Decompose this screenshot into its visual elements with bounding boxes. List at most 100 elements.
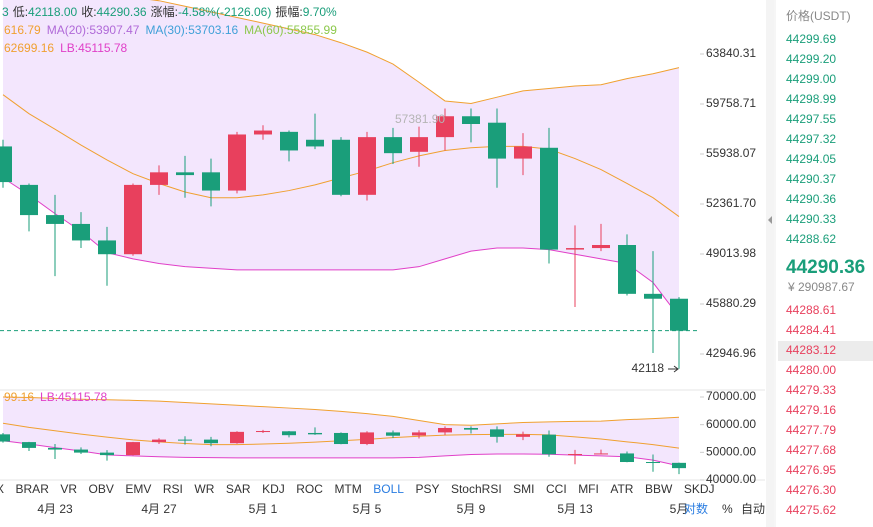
- candle-body: [384, 137, 402, 154]
- indicator-tab[interactable]: MTM: [334, 482, 361, 496]
- indicator-tab[interactable]: VR: [60, 482, 77, 496]
- scrollbar[interactable]: [766, 0, 774, 527]
- bid-price[interactable]: 44283.12: [786, 343, 836, 357]
- indicator-tab[interactable]: PSY: [415, 482, 439, 496]
- legend-item: 62699.16: [4, 41, 54, 55]
- low-arrow: [668, 365, 679, 373]
- band-line: [2, 396, 680, 426]
- candle-body: [126, 442, 140, 456]
- stat-value: 42118.00: [28, 5, 77, 19]
- scroll-arrow[interactable]: [768, 216, 772, 224]
- axes: 42118 63840.31 59758.71 55938.07 52361.70 490…: [0, 46, 765, 516]
- candle-body: [464, 427, 478, 430]
- indicator-tab[interactable]: SKDJ: [684, 482, 715, 496]
- indicator-tab[interactable]: BBW: [645, 482, 673, 496]
- candle-body: [280, 131, 298, 151]
- indicator-tab[interactable]: WR: [194, 482, 214, 496]
- candle-body: [618, 244, 636, 294]
- candle-body: [150, 172, 168, 185]
- candle-body: [98, 240, 116, 255]
- ask-price: 44288.62: [786, 232, 836, 246]
- legend-line: 62699.16 LB:45115.78: [4, 41, 128, 55]
- candle-body: [592, 244, 610, 249]
- bid-price[interactable]: 44280.00: [786, 363, 836, 377]
- bid-price[interactable]: 44279.33: [786, 383, 836, 397]
- y-tick-label: 52361.70: [706, 196, 756, 210]
- indicator-tab[interactable]: BOLL: [373, 482, 404, 496]
- legend-line: 616.79 MA(20):53907.47 MA(30):53703.16 MA(6…: [4, 23, 337, 37]
- candle-body: [0, 434, 10, 442]
- legend-item: MA(20):53907.47: [47, 23, 140, 37]
- axis-option[interactable]: %: [722, 502, 733, 516]
- candle-body: [566, 248, 584, 250]
- indicator-tab[interactable]: KDJ: [262, 482, 285, 496]
- legend-line: 3 低:42118.00 收:44290.36 涨幅:-4.58%(-2126.06)…: [2, 4, 337, 19]
- bid-price[interactable]: 44279.16: [786, 403, 836, 417]
- candle-body: [46, 215, 64, 224]
- band-line: [2, 440, 680, 467]
- bid-price[interactable]: 44275.62: [786, 503, 836, 517]
- candle-body: [410, 137, 428, 152]
- bid-price[interactable]: 44284.41: [786, 323, 836, 337]
- y-tick-label: 70000.00: [706, 389, 756, 403]
- axis-option[interactable]: 对数: [684, 501, 708, 516]
- bid-price[interactable]: 44276.95: [786, 463, 836, 477]
- x-tick-label: 5月 9: [457, 502, 486, 516]
- candle-body: [306, 139, 324, 147]
- candle-body: [256, 431, 270, 433]
- indicator-tab[interactable]: MFI: [578, 482, 599, 496]
- ask-price: 44298.99: [786, 92, 836, 106]
- legend-item: MA(30):53703.16: [145, 23, 238, 37]
- candle-body: [228, 134, 246, 191]
- y-tick-label: 49013.98: [706, 246, 756, 260]
- bid-price[interactable]: 44276.30: [786, 483, 836, 497]
- legend-item: 99.16: [4, 390, 34, 404]
- bid-price[interactable]: 44277.68: [786, 443, 836, 457]
- legend-item: MA(60):55855.99: [244, 23, 337, 37]
- candle-body: [542, 434, 556, 455]
- bid-price[interactable]: 44277.79: [786, 423, 836, 437]
- y-tick-label: 60000.00: [706, 417, 756, 431]
- candle-body: [386, 432, 400, 436]
- ask-price: 44290.33: [786, 212, 836, 226]
- legend-item: 616.79: [4, 23, 41, 37]
- stat-label: 收:: [81, 5, 96, 19]
- indicator-tab[interactable]: CCI: [546, 482, 567, 496]
- candle-body: [176, 172, 194, 176]
- indicator-tab[interactable]: SMI: [513, 482, 534, 496]
- candle-body: [72, 223, 90, 241]
- candle-body: [490, 429, 504, 437]
- main-chart: 57381.90: [0, 0, 700, 369]
- x-tick-label: 5月 5: [353, 502, 382, 516]
- candle-body: [152, 439, 166, 443]
- indicator-tab[interactable]: ATR: [610, 482, 633, 496]
- y-tick-label: 42946.96: [706, 346, 756, 360]
- band-line: [2, 177, 680, 318]
- bid-price[interactable]: 44288.61: [786, 303, 836, 317]
- indicator-tab[interactable]: SAR: [226, 482, 251, 496]
- candle-body: [436, 116, 454, 138]
- stat-label: 振幅:: [275, 4, 302, 19]
- indicator-tab[interactable]: ROC: [296, 482, 323, 496]
- ask-price: 44297.55: [786, 112, 836, 126]
- indicator-tab[interactable]: EMV: [125, 482, 151, 496]
- indicator-tab[interactable]: StochRSI: [451, 482, 502, 496]
- candle-body: [646, 462, 660, 464]
- axis-option[interactable]: 自动: [741, 502, 765, 516]
- candle-body: [438, 427, 452, 433]
- legend-item: LB:45115.78: [60, 41, 127, 55]
- cny-price: ¥ 290987.67: [787, 280, 855, 294]
- indicator-tab[interactable]: RSI: [163, 482, 183, 496]
- book-header: 价格(USDT): [786, 8, 851, 23]
- candle-body: [516, 434, 530, 437]
- x-tick-label: 5月 1: [249, 502, 278, 516]
- ask-price: 44299.00: [786, 72, 836, 86]
- candle-body: [462, 116, 480, 125]
- indicator-tab[interactable]: BRAR: [16, 482, 50, 496]
- indicator-tab[interactable]: OBV: [89, 482, 114, 496]
- candle-body: [74, 449, 88, 453]
- indicator-tab[interactable]: X: [0, 482, 4, 496]
- candle-body: [620, 453, 634, 463]
- y-tick-label: 45880.29: [706, 296, 756, 310]
- order-book: 价格(USDT) 44299.69 44299.20 44299.00 44298.99…: [778, 8, 873, 517]
